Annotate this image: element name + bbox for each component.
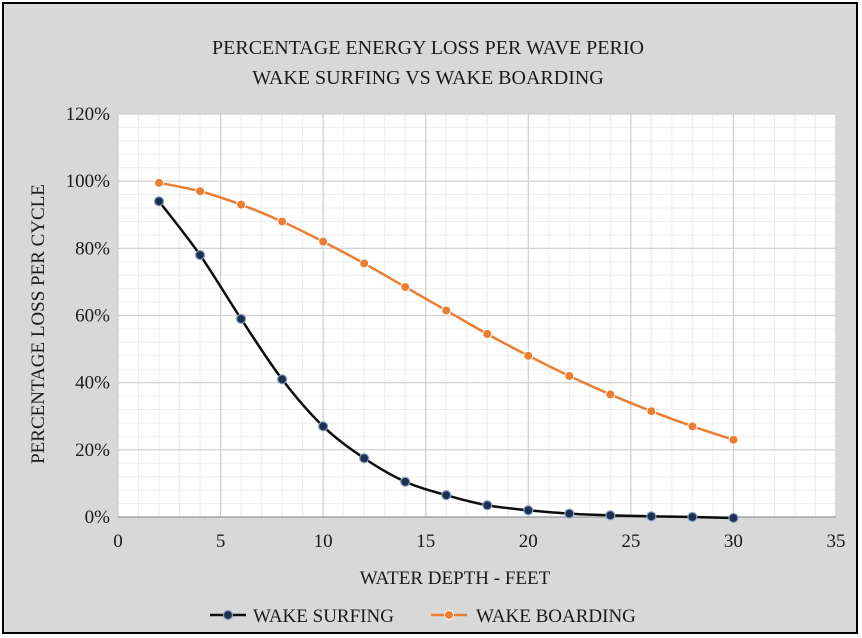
data-point-wake-surfing — [646, 511, 657, 522]
chart-title-line-2: WAKE SURFING VS WAKE BOARDING — [252, 67, 604, 89]
legend-label-wake-boarding: WAKE BOARDING — [476, 606, 636, 627]
y-axis-title: PERCENTAGE LOSS PER CYCLE — [28, 184, 49, 464]
y-tick-label: 60% — [75, 306, 110, 327]
data-point-wake-surfing — [482, 500, 493, 511]
data-point-wake-surfing — [441, 490, 452, 501]
chart-title-line-1: PERCENTAGE ENERGY LOSS PER WAVE PERIO — [212, 37, 644, 59]
x-axis-ticks: 0 5 10 15 20 25 30 35 — [113, 531, 845, 552]
data-point-wake-surfing — [194, 249, 206, 261]
series-wake-surfing — [153, 196, 739, 524]
data-point-wake-surfing — [687, 511, 698, 523]
data-point-wake-surfing — [400, 476, 411, 487]
data-point-wake-surfing — [523, 505, 534, 516]
major-gridlines — [117, 113, 837, 518]
data-point-wake-boarding — [441, 305, 452, 316]
x-tick-label: 0 — [113, 531, 123, 552]
data-point-wake-surfing — [318, 421, 329, 432]
y-tick-label: 120% — [66, 104, 111, 125]
data-point-wake-surfing — [728, 512, 739, 524]
x-tick-label: 10 — [314, 531, 333, 552]
data-point-wake-surfing — [153, 196, 165, 207]
x-axis-title: WATER DEPTH - FEET — [360, 568, 551, 589]
data-point-wake-boarding — [318, 236, 329, 247]
legend-marker-wake-boarding — [444, 610, 454, 620]
data-point-wake-surfing — [277, 374, 288, 385]
legend-label-wake-surfing: WAKE SURFING — [253, 606, 394, 627]
x-tick-label: 5 — [216, 531, 226, 552]
data-point-wake-surfing — [235, 313, 247, 324]
data-point-wake-boarding — [277, 216, 288, 227]
series-layer — [153, 177, 739, 524]
data-point-wake-boarding — [564, 370, 575, 381]
x-tick-label: 15 — [416, 531, 435, 552]
data-point-wake-surfing — [564, 508, 575, 519]
y-tick-label: 40% — [75, 373, 110, 394]
line-chart: PERCENTAGE ENERGY LOSS PER WAVE PERIO WA… — [28, 37, 846, 627]
data-point-wake-surfing — [359, 453, 370, 464]
data-point-wake-boarding — [482, 328, 493, 339]
data-point-wake-boarding — [523, 350, 534, 361]
data-point-wake-boarding — [605, 389, 616, 400]
data-point-wake-boarding — [236, 199, 247, 210]
data-point-wake-boarding — [646, 406, 657, 417]
legend-item-wake-surfing: WAKE SURFING — [210, 606, 394, 627]
legend-item-wake-boarding: WAKE BOARDING — [431, 606, 636, 627]
data-point-wake-surfing — [605, 510, 616, 521]
legend: WAKE SURFING WAKE BOARDING — [210, 606, 636, 627]
data-point-wake-boarding — [154, 177, 165, 188]
x-tick-label: 35 — [827, 531, 846, 552]
data-point-wake-boarding — [359, 258, 370, 269]
y-tick-label: 80% — [75, 238, 110, 259]
series-wake-boarding — [154, 177, 739, 445]
y-axis-ticks: 0% 20% 40% 60% 80% 100% 120% — [66, 104, 111, 528]
y-tick-label: 100% — [66, 171, 111, 192]
x-tick-label: 20 — [519, 531, 538, 552]
y-tick-label: 20% — [75, 440, 110, 461]
x-tick-label: 25 — [621, 531, 640, 552]
legend-marker-wake-surfing — [222, 609, 234, 621]
x-tick-label: 30 — [724, 531, 743, 552]
y-tick-label: 0% — [85, 507, 111, 528]
data-point-wake-boarding — [728, 434, 739, 445]
data-point-wake-boarding — [687, 421, 698, 432]
data-point-wake-boarding — [195, 186, 206, 197]
data-point-wake-boarding — [400, 281, 411, 292]
